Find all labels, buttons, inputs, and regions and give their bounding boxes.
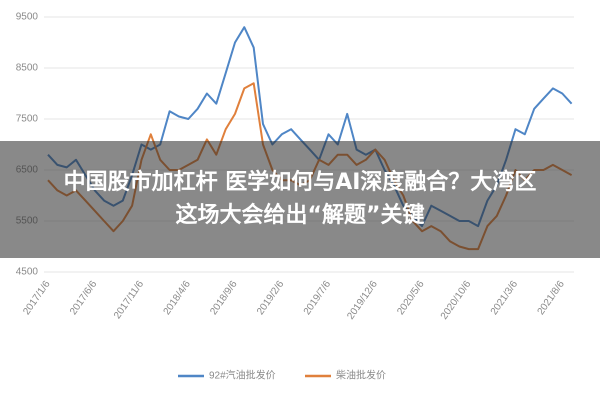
banner-line: 中国股市加杠杆 医学如何与AI深度融合？大湾区 xyxy=(64,169,537,195)
y-tick-label: 4500 xyxy=(16,267,39,278)
banner-overlay xyxy=(0,141,600,258)
y-tick-label: 9500 xyxy=(16,12,39,23)
legend-item: 92#汽油批发价 xyxy=(178,369,276,382)
legend-label: 92#汽油批发价 xyxy=(209,369,276,382)
legend-label: 柴油批发价 xyxy=(336,369,386,382)
y-tick-label: 7500 xyxy=(16,114,39,125)
y-tick-label: 8500 xyxy=(16,63,39,74)
banner-line: 这场大会给出“解题”关键 xyxy=(176,202,425,228)
legend-item: 柴油批发价 xyxy=(305,369,386,382)
